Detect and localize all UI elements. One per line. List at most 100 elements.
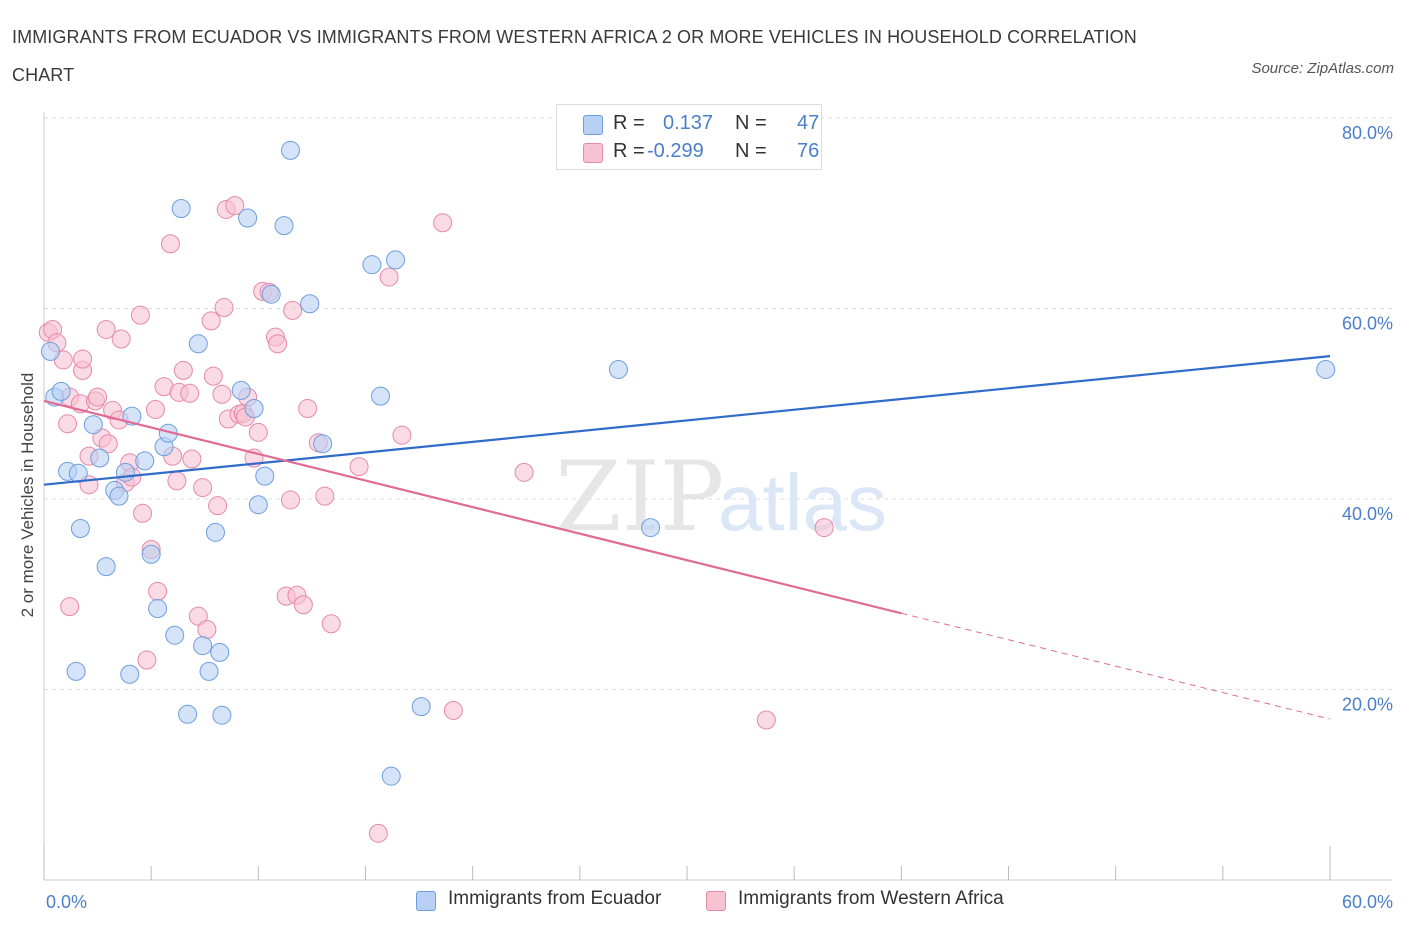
- western-africa-point: [315, 486, 335, 506]
- western-africa-point: [130, 305, 150, 325]
- western-africa-point: [298, 399, 318, 419]
- legend-n-value-western-africa: 76: [797, 140, 820, 162]
- western-africa-point: [443, 700, 463, 720]
- ecuador-point: [165, 625, 185, 645]
- ecuador-point: [188, 334, 208, 354]
- western-africa-point: [280, 490, 300, 510]
- ecuador-point: [40, 341, 60, 361]
- ecuador-point: [171, 198, 191, 218]
- western-africa-point: [433, 213, 453, 233]
- western-africa-point: [756, 710, 776, 730]
- ecuador-point: [212, 705, 232, 725]
- ecuador-point: [244, 399, 264, 419]
- western-africa-point: [96, 319, 116, 339]
- ecuador-point: [199, 661, 219, 681]
- x-tick-label-max: 60.0%: [1342, 892, 1393, 912]
- ecuador-point: [141, 544, 161, 564]
- ecuador-point: [255, 466, 275, 486]
- ecuador-point: [274, 216, 294, 236]
- ecuador-point: [66, 661, 86, 681]
- ecuador-point: [120, 664, 140, 684]
- stats-legend: R = 0.137 N = 47 R = -0.299 N = 76: [556, 104, 822, 170]
- ecuador-point: [178, 704, 198, 724]
- ecuador-point: [83, 415, 103, 435]
- legend-r-value-ecuador: 0.137: [663, 112, 714, 134]
- ecuador-point: [115, 462, 135, 482]
- series-legend-label-ecuador: Immigrants from Ecuador: [448, 888, 662, 909]
- western-africa-point: [321, 614, 341, 634]
- western-africa-point: [392, 425, 412, 445]
- ecuador-point: [248, 495, 268, 515]
- y-tick-label-80: 80.0%: [1342, 123, 1393, 143]
- chart-title: IMMIGRANTS FROM ECUADOR VS IMMIGRANTS FR…: [12, 27, 1137, 85]
- western-africa-point: [368, 823, 388, 843]
- legend-n-label: N =: [735, 112, 767, 134]
- western-africa-point: [248, 422, 268, 442]
- western-africa-point: [214, 298, 234, 318]
- ecuador-point: [90, 448, 110, 468]
- western-africa-point: [137, 650, 157, 670]
- western-africa-point: [182, 449, 202, 469]
- legend-swatch-western-africa: [583, 143, 603, 163]
- western-africa-point: [188, 606, 208, 626]
- western-africa-point: [283, 300, 303, 320]
- western-africa-point: [180, 383, 200, 403]
- watermark-zip: ZIP: [555, 441, 724, 553]
- ecuador-point: [313, 434, 333, 454]
- ecuador-point: [1316, 359, 1336, 379]
- ecuador-point: [70, 519, 90, 539]
- western-africa-point: [203, 366, 223, 386]
- ecuador-point: [371, 386, 391, 406]
- western-africa-point: [201, 311, 221, 331]
- series-legend-swatch-ecuador: [416, 891, 436, 911]
- series-ecuador-points: [40, 140, 1336, 786]
- ecuador-point: [231, 380, 251, 400]
- trend-line-western-africa: [43, 399, 902, 615]
- western-africa-point: [814, 518, 834, 538]
- western-africa-point: [193, 478, 213, 498]
- western-africa-point: [197, 619, 217, 639]
- ecuador-point: [205, 522, 225, 542]
- western-africa-point: [293, 595, 313, 615]
- watermark-atlas: atlas: [718, 458, 887, 547]
- western-africa-point: [379, 267, 399, 287]
- series-legend: Immigrants from Ecuador Immigrants from …: [0, 886, 1406, 916]
- western-africa-point: [268, 334, 288, 354]
- tick-labels: 20.0% 40.0% 60.0% 80.0% 0.0% 60.0%: [46, 123, 1393, 912]
- western-africa-point: [73, 349, 93, 369]
- western-africa-point: [88, 387, 108, 407]
- ecuador-point: [300, 294, 320, 314]
- western-africa-point: [145, 399, 165, 419]
- y-tick-label-40: 40.0%: [1342, 504, 1393, 524]
- watermark: ZIP atlas: [555, 441, 887, 553]
- y-axis-label: 2 or more Vehicles in Household: [18, 373, 37, 618]
- western-africa-point: [60, 597, 80, 617]
- ecuador-point: [280, 140, 300, 160]
- trend-lines: [43, 355, 1331, 720]
- ecuador-point: [51, 381, 71, 401]
- ecuador-point: [135, 451, 155, 471]
- western-africa-point: [225, 196, 245, 216]
- western-africa-point: [160, 234, 180, 254]
- legend-n-value-ecuador: 47: [797, 112, 820, 134]
- ecuador-point: [238, 208, 258, 228]
- western-africa-point: [98, 434, 118, 454]
- ecuador-point: [96, 557, 116, 577]
- legend-r-label: R =: [613, 112, 645, 134]
- western-africa-point: [208, 496, 228, 516]
- ecuador-point: [641, 518, 661, 538]
- legend-n-label: N =: [735, 140, 767, 162]
- ecuador-point: [109, 486, 129, 506]
- western-africa-point: [514, 462, 534, 482]
- x-tick-label-min: 0.0%: [46, 892, 87, 912]
- series-legend-label-western-africa: Immigrants from Western Africa: [738, 888, 1004, 909]
- western-africa-point: [167, 471, 187, 491]
- legend-swatch-ecuador: [583, 115, 603, 135]
- y-tick-label-20: 20.0%: [1342, 695, 1393, 715]
- ecuador-point: [362, 255, 382, 275]
- ecuador-point: [261, 284, 281, 304]
- ecuador-point: [381, 766, 401, 786]
- trend-line-western-africa-extension: [901, 612, 1331, 720]
- ecuador-point: [386, 250, 406, 270]
